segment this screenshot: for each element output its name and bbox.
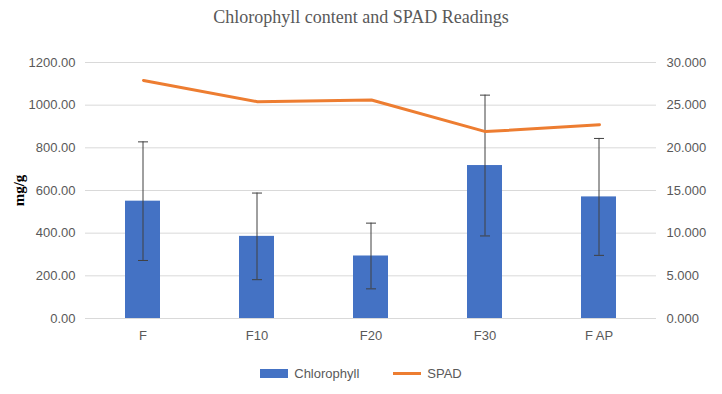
svg-text:600.00: 600.00 <box>36 183 76 198</box>
svg-text:200.00: 200.00 <box>36 268 76 283</box>
svg-text:5.000: 5.000 <box>667 268 700 283</box>
svg-text:F20: F20 <box>360 328 382 343</box>
svg-text:400.00: 400.00 <box>36 225 76 240</box>
svg-text:30.000: 30.000 <box>667 55 707 70</box>
svg-text:F: F <box>139 328 147 343</box>
svg-text:800.00: 800.00 <box>36 140 76 155</box>
svg-text:20.000: 20.000 <box>667 140 707 155</box>
svg-text:mg/g: mg/g <box>11 174 27 206</box>
svg-text:F10: F10 <box>246 328 268 343</box>
html-text:Chlorophyll: Chlorophyll <box>294 365 360 381</box>
svg-text:10.000: 10.000 <box>667 225 707 240</box>
svg-text:F30: F30 <box>474 328 496 343</box>
svg-text:1200.00: 1200.00 <box>29 55 76 70</box>
svg-text:1000.00: 1000.00 <box>29 97 76 112</box>
svg-text:15.000: 15.000 <box>667 183 707 198</box>
html-text:Chlorophyll content and SPAD R: Chlorophyll content and SPAD Readings <box>213 7 509 27</box>
svg-text:25.000: 25.000 <box>667 97 707 112</box>
html-text:SPAD: SPAD <box>427 365 462 381</box>
svg-text:F AP: F AP <box>585 328 613 343</box>
svg-text:0.000: 0.000 <box>667 311 700 326</box>
svg-text:0.00: 0.00 <box>50 311 75 326</box>
